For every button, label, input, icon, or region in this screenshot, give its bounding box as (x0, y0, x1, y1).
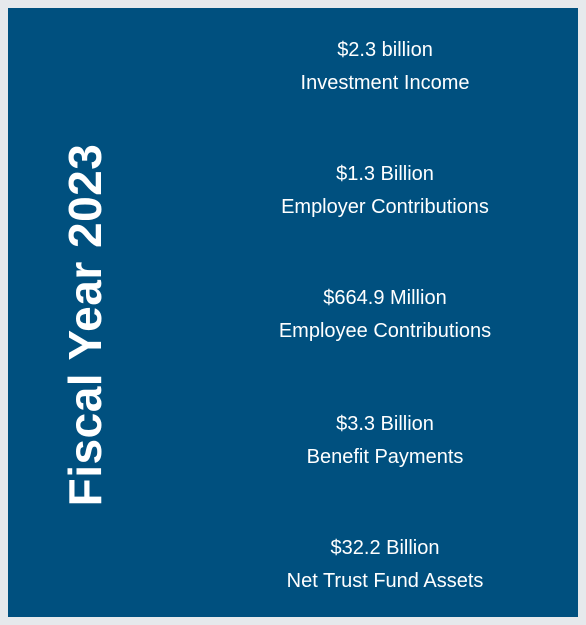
item-label: Net Trust Fund Assets (286, 570, 484, 592)
item-amount: $1.3 Billion (336, 163, 434, 185)
item-amount: $2.3 billion (337, 39, 433, 61)
item: $2.3 billion Investment Income (301, 34, 470, 100)
title: Fiscal Year 2023 (59, 143, 111, 507)
item: $664.9 Million Employee Contributions (279, 282, 491, 348)
item: $1.3 Billion Employer Contributions (281, 158, 489, 224)
item-label: Employer Contributions (281, 196, 489, 218)
item-amount: $32.2 Billion (330, 537, 440, 559)
item-amount: $3.3 Billion (336, 413, 434, 435)
item-amount: $664.9 Million (323, 287, 447, 309)
panel (8, 8, 578, 617)
item-label: Employee Contributions (278, 320, 492, 342)
item: $32.2 Billion Net Trust Fund Assets (287, 532, 484, 598)
item-label: Benefit Payments (306, 446, 464, 468)
item: $3.3 Billion Benefit Payments (307, 408, 464, 474)
item-label: Investment Income (300, 72, 470, 94)
